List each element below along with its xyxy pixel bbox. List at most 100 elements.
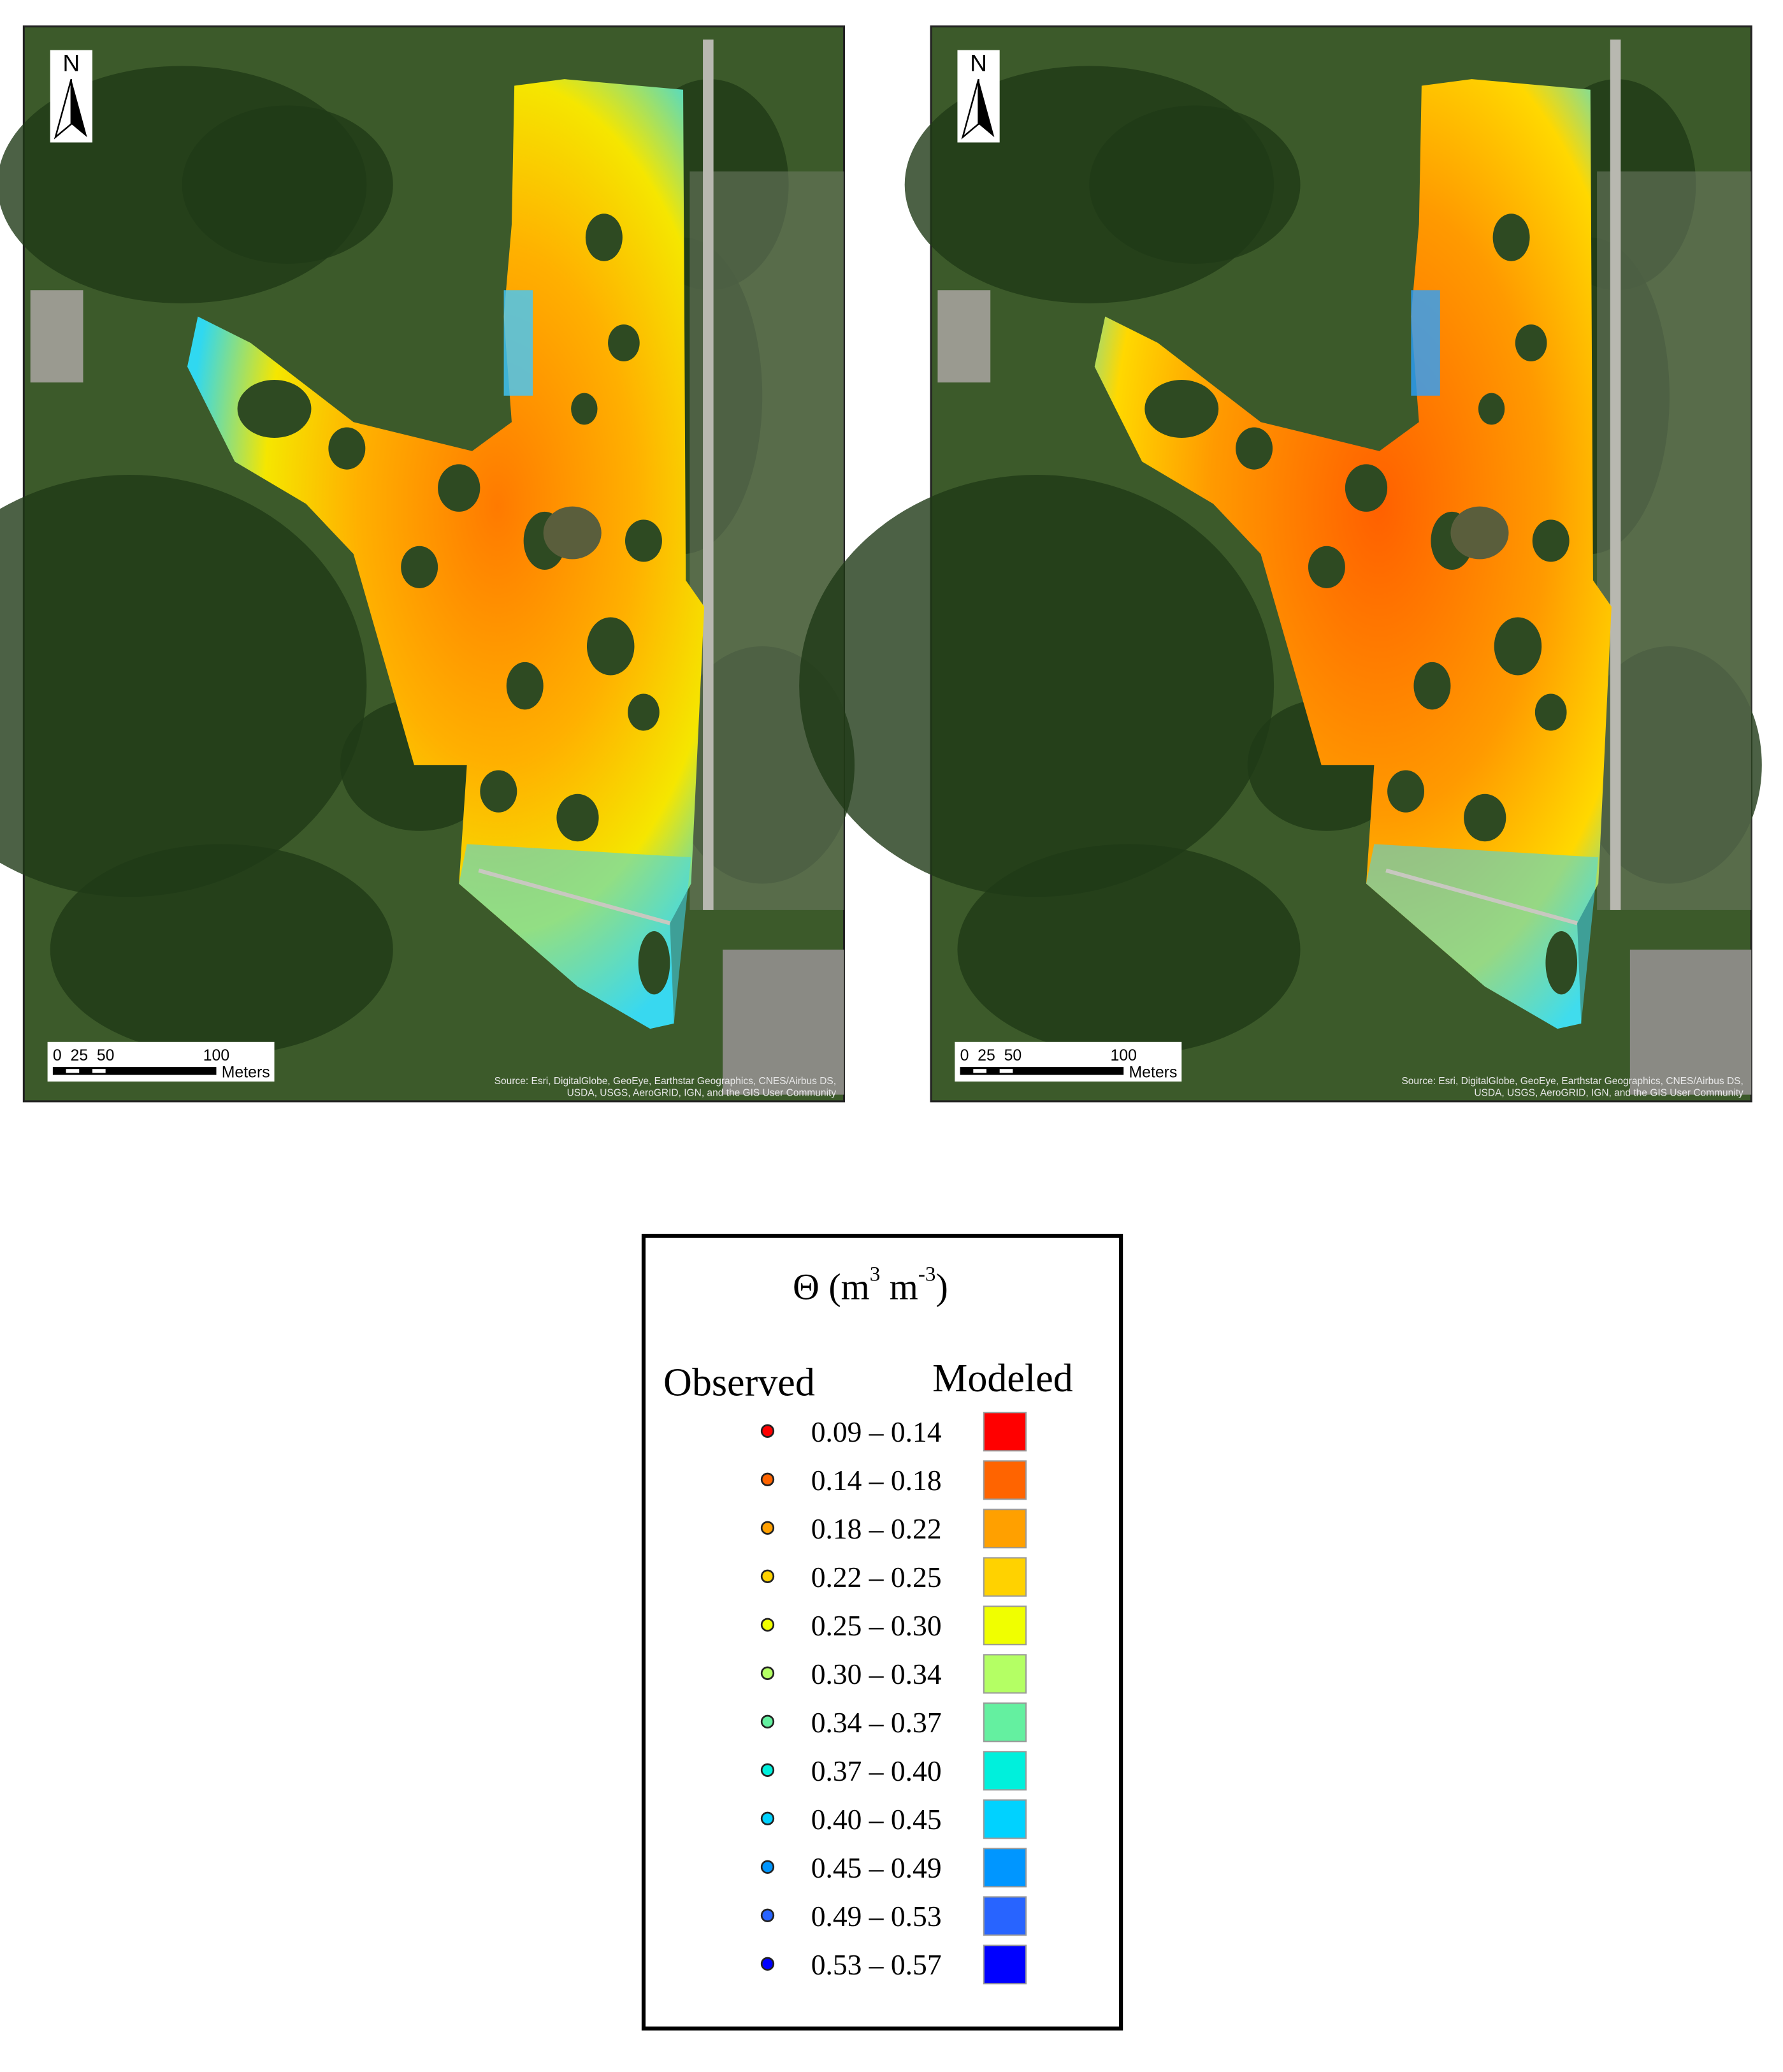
observed-symbol bbox=[760, 1424, 775, 1438]
tree-gap bbox=[1144, 379, 1219, 438]
tree-gap bbox=[1492, 214, 1530, 261]
tree-gap bbox=[1464, 793, 1506, 842]
pond bbox=[543, 506, 602, 560]
observed-symbol bbox=[760, 1714, 775, 1728]
modeled-swatch bbox=[983, 1799, 1027, 1839]
tree-gap bbox=[1534, 693, 1567, 731]
class-label: 0.22 – 0.25 bbox=[811, 1561, 942, 1593]
pond bbox=[1450, 506, 1509, 560]
parking-lot bbox=[937, 290, 991, 383]
observed-symbol bbox=[760, 1811, 775, 1825]
wet-zone bbox=[459, 844, 691, 1029]
observed-symbol bbox=[760, 1521, 775, 1535]
tree-canopy bbox=[957, 844, 1301, 1055]
tree-gap bbox=[571, 393, 598, 425]
tree-gap bbox=[608, 324, 640, 362]
observed-symbol bbox=[760, 1957, 775, 1971]
source-credit: Source: Esri, DigitalGlobe, GeoEye, Eart… bbox=[1401, 1076, 1743, 1087]
moisture-field bbox=[1094, 79, 1612, 1029]
tree-gap bbox=[1413, 662, 1451, 710]
observed-symbol bbox=[760, 1860, 775, 1874]
parking-lot bbox=[723, 949, 844, 1095]
observed-symbol bbox=[760, 1569, 775, 1583]
class-label: 0.45 – 0.49 bbox=[811, 1851, 942, 1884]
wet-zone bbox=[1366, 844, 1599, 1029]
neighborhood bbox=[689, 171, 844, 910]
class-label: 0.18 – 0.22 bbox=[811, 1512, 942, 1545]
tree-gap bbox=[438, 464, 480, 512]
modeled-swatch bbox=[983, 1509, 1027, 1549]
modeled-swatch bbox=[983, 1557, 1027, 1597]
path bbox=[1385, 868, 1578, 925]
title-text: ) bbox=[935, 1266, 948, 1307]
modeled-swatch bbox=[983, 1605, 1027, 1646]
tree-gap bbox=[1236, 427, 1273, 470]
scale-label: 100 bbox=[1110, 1047, 1136, 1064]
observed-symbol bbox=[760, 1908, 775, 1922]
modeled-swatch bbox=[983, 1460, 1027, 1500]
scale-label: 0 bbox=[960, 1047, 969, 1064]
neighborhood bbox=[1597, 171, 1752, 910]
moisture-field bbox=[187, 79, 705, 1029]
tree-canopy bbox=[799, 474, 1274, 897]
modeled-swatch bbox=[983, 1848, 1027, 1888]
class-label: 0.40 – 0.45 bbox=[811, 1803, 942, 1836]
tree-gap bbox=[506, 662, 544, 710]
scale-segment bbox=[973, 1069, 986, 1073]
north-arrow bbox=[978, 79, 995, 138]
wet-strip bbox=[1411, 290, 1440, 396]
tree-canopy bbox=[182, 105, 393, 264]
observed-symbol bbox=[760, 1472, 775, 1486]
modeled-swatch bbox=[983, 1412, 1027, 1452]
scale-unit: Meters bbox=[222, 1064, 270, 1082]
tree-gap bbox=[585, 214, 623, 261]
scale-label: 50 bbox=[1004, 1047, 1022, 1064]
parking-lot bbox=[1629, 949, 1752, 1095]
class-label: 0.37 – 0.40 bbox=[811, 1755, 942, 1787]
tree-canopy bbox=[50, 844, 393, 1055]
modeled-heading: Modeled bbox=[932, 1357, 1073, 1400]
north-label: N bbox=[62, 50, 80, 76]
class-label: 0.53 – 0.57 bbox=[811, 1948, 942, 1981]
observed-heading: Observed bbox=[663, 1361, 815, 1404]
tree-gap bbox=[1345, 464, 1388, 512]
tree-gap bbox=[237, 379, 312, 438]
tree-gap bbox=[1387, 770, 1425, 813]
scale-label: 100 bbox=[203, 1047, 229, 1064]
tree-canopy bbox=[1089, 105, 1301, 264]
class-label: 0.25 – 0.30 bbox=[811, 1609, 942, 1642]
tree-gap bbox=[1308, 546, 1345, 588]
tree-gap bbox=[480, 770, 517, 813]
tree-gap bbox=[638, 931, 670, 995]
title-text: Θ (m bbox=[793, 1266, 870, 1307]
title-text: m bbox=[880, 1266, 918, 1307]
modeled-swatch bbox=[983, 1654, 1027, 1694]
scale-label: 25 bbox=[70, 1047, 88, 1064]
modeled-swatch bbox=[983, 1945, 1027, 1985]
class-label: 0.49 – 0.53 bbox=[811, 1900, 942, 1932]
tree-gap bbox=[1478, 393, 1505, 425]
scale-label: 0 bbox=[53, 1047, 62, 1064]
observed-symbol bbox=[760, 1763, 775, 1777]
tree-gap bbox=[401, 546, 438, 588]
tree-gap bbox=[1494, 617, 1542, 676]
tree-canopy bbox=[0, 475, 367, 897]
legend: Θ (m3 m-3) Observed Modeled 0.09 – 0.14 0… bbox=[641, 1233, 1123, 2031]
tree-gap bbox=[624, 519, 662, 562]
scale-label: 50 bbox=[97, 1047, 115, 1064]
class-label: 0.34 – 0.37 bbox=[811, 1706, 942, 1739]
tree-gap bbox=[1515, 324, 1547, 362]
scale-segment bbox=[66, 1069, 80, 1073]
tree-gap bbox=[1545, 931, 1578, 995]
north-arrow bbox=[71, 79, 87, 138]
scale-segment bbox=[999, 1069, 1013, 1073]
observed-symbol bbox=[760, 1666, 775, 1680]
title-exponent: 3 bbox=[870, 1262, 881, 1286]
class-label: 0.30 – 0.34 bbox=[811, 1658, 942, 1690]
north-label: N bbox=[970, 50, 987, 76]
class-label: 0.09 – 0.14 bbox=[811, 1416, 942, 1448]
